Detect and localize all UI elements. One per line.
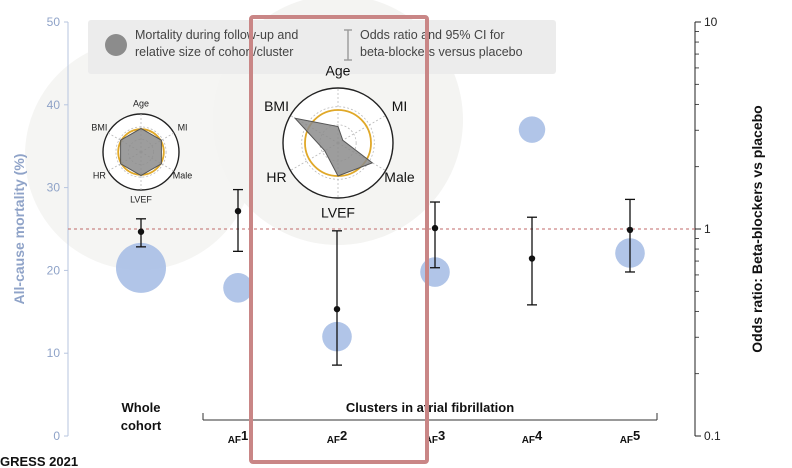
or-point xyxy=(234,207,242,215)
errorbar-af2 xyxy=(332,230,342,366)
errorbar-af1 xyxy=(233,188,243,252)
radar-axis-label-mi: MI xyxy=(178,122,188,132)
radar-axis-label-mi: MI xyxy=(392,98,408,114)
cluster-bracket: Clusters in atrial fibrillation xyxy=(202,400,658,421)
mortality-bubble-af4 xyxy=(518,116,546,143)
radar-axis-label-lvef: LVEF xyxy=(321,205,355,221)
right-axis: 0.1 1 10 xyxy=(694,15,721,443)
radar-whole-cohort: Age MI Male LVEF HR BMI xyxy=(91,98,192,204)
radar-profile xyxy=(293,117,374,177)
radar-axis-label-bmi: BMI xyxy=(91,122,107,132)
mortality-bubble-af1 xyxy=(223,272,253,303)
category-label-af5: AF5 xyxy=(620,428,641,446)
odds-ratio-errorbars xyxy=(136,188,635,366)
legend-or-line2: beta-blockers versus placebo xyxy=(360,45,523,59)
or-point xyxy=(431,224,439,232)
radar-axis-label-hr: HR xyxy=(266,169,286,185)
legend-or-line1: Odds ratio and 95% CI for xyxy=(360,28,505,42)
or-point xyxy=(333,305,341,313)
category-label-af4: AF4 xyxy=(522,428,543,446)
radar-spoke xyxy=(337,115,386,144)
radar-axis-label-age: Age xyxy=(133,98,149,108)
radar-profile xyxy=(120,127,162,177)
errorbar-af5 xyxy=(625,198,635,273)
category-label-whole: Whole xyxy=(122,400,161,415)
radar-af2: Age MI Male LVEF HR BMI xyxy=(264,63,415,221)
radar-axis-label-age: Age xyxy=(326,63,351,79)
right-tick-label: 10 xyxy=(704,15,718,29)
radar-axis-label-hr: HR xyxy=(93,170,106,180)
mortality-bubble-whole-cohort xyxy=(116,242,166,293)
errorbar-whole-cohort xyxy=(136,218,146,248)
radar-axis-label-bmi: BMI xyxy=(264,98,289,114)
left-tick-label: 20 xyxy=(47,263,61,277)
legend-mortality-line1: Mortality during follow-up and xyxy=(135,28,298,42)
af2-highlight-box xyxy=(249,15,429,464)
radar-axis-label-lvef: LVEF xyxy=(130,194,152,204)
or-point xyxy=(137,228,145,235)
errorbar-af3 xyxy=(430,201,440,269)
right-axis-label: Odds ratio: Beta-blockers vs placebo xyxy=(749,105,765,352)
category-label-af1: AF1 xyxy=(228,428,249,446)
errorbar-af4 xyxy=(527,216,537,306)
left-tick-label: 50 xyxy=(47,15,61,29)
or-point xyxy=(626,226,634,234)
category-label-af3: AF3 xyxy=(425,428,446,446)
or-point xyxy=(528,255,536,262)
legend-mortality-line2: relative size of cohort/cluster xyxy=(135,45,293,59)
category-label-af2: AF2 xyxy=(327,428,348,446)
legend: Mortality during follow-up and relative … xyxy=(88,20,556,74)
left-tick-label: 0 xyxy=(53,429,60,443)
mortality-bubbles xyxy=(116,116,645,352)
left-tick-label: 10 xyxy=(47,346,61,360)
left-axis-label: All-cause mortality (%) xyxy=(11,154,27,305)
group-label: Clusters in atrial fibrillation xyxy=(346,400,514,415)
legend-box xyxy=(88,20,556,74)
left-tick-label: 30 xyxy=(47,181,61,195)
radar-axis-label-male: Male xyxy=(173,170,193,180)
right-tick-label: 1 xyxy=(704,222,711,236)
legend-bubble-icon xyxy=(105,34,127,56)
radar-axis-label-male: Male xyxy=(384,169,415,185)
category-label-cohort: cohort xyxy=(121,418,162,433)
right-tick-label: 0.1 xyxy=(704,429,721,443)
footer-text: GRESS 2021 xyxy=(0,454,78,468)
left-tick-label: 40 xyxy=(47,98,61,112)
category-labels: Whole cohort AF1 AF2 AF3 AF4 AF5 xyxy=(121,400,641,446)
